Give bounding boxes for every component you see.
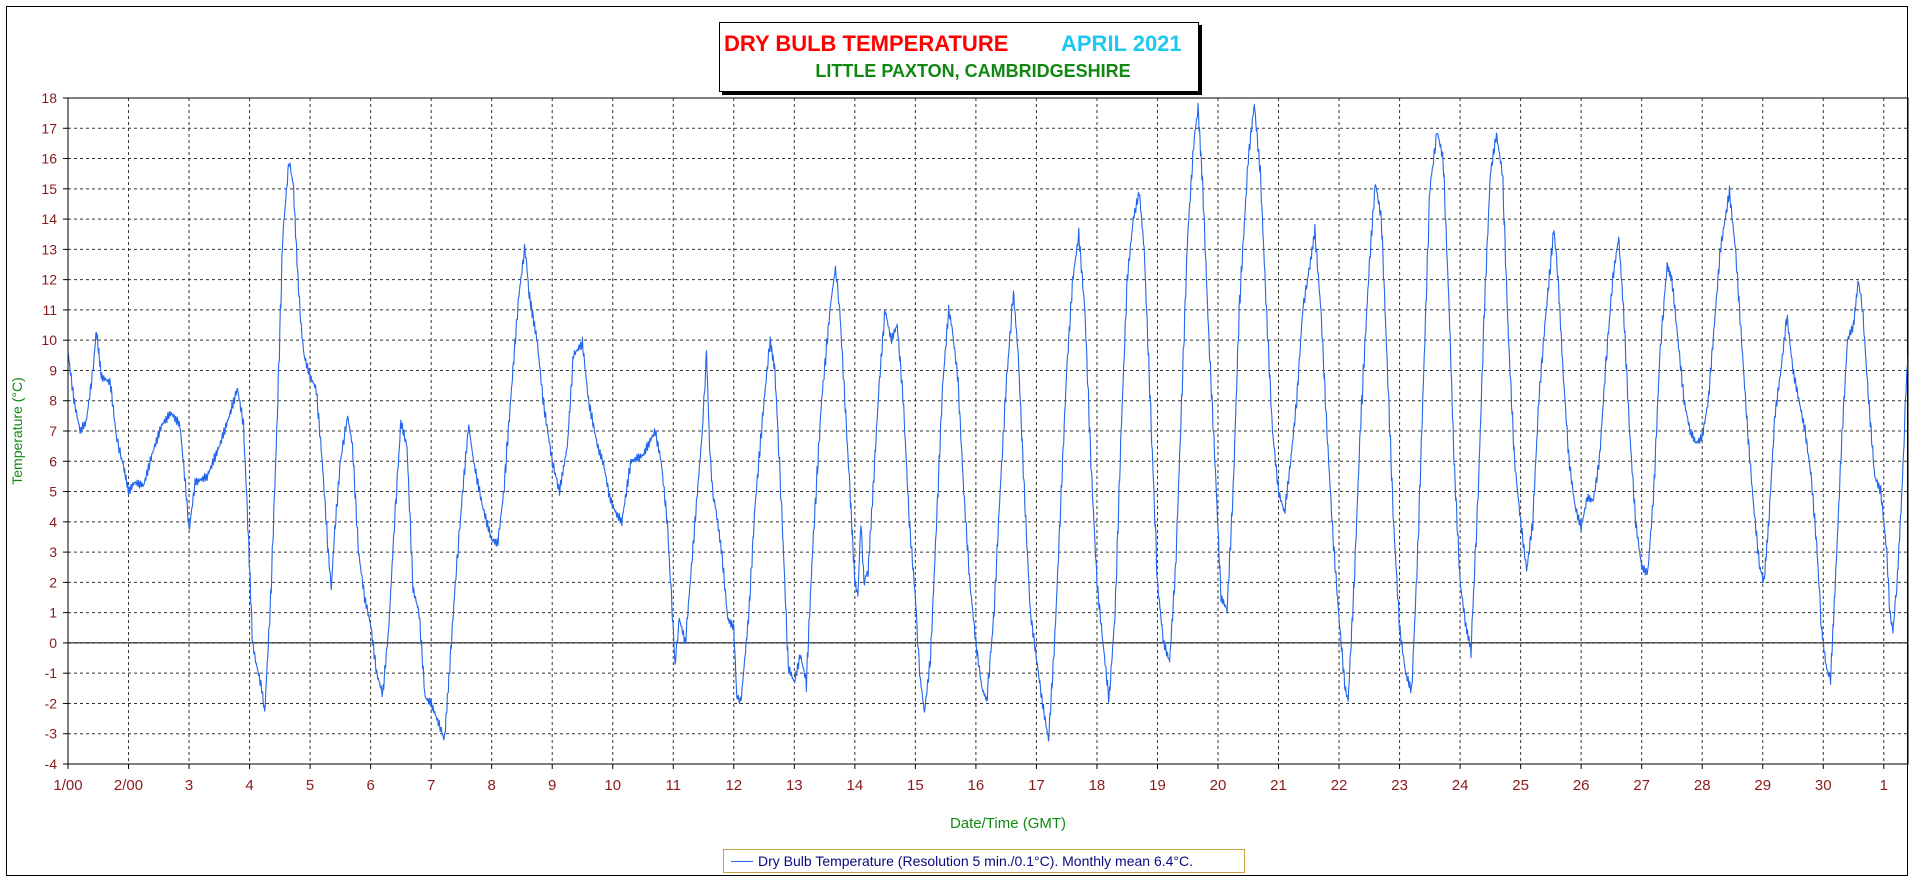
- chart-subtitle: LITTLE PAXTON, CAMBRIDGESHIRE: [815, 61, 1131, 81]
- x-tick-label: 23: [1391, 777, 1408, 794]
- y-tick-label: 9: [49, 362, 57, 378]
- x-tick-label: 29: [1754, 777, 1771, 794]
- x-tick-label: 15: [907, 777, 924, 794]
- chart-title-box: DRY BULB TEMPERATURE APRIL 2021 LITTLE P…: [719, 22, 1199, 92]
- y-tick-label: 6: [49, 453, 57, 469]
- y-tick-label: -4: [45, 756, 58, 772]
- y-tick-label: 15: [41, 181, 57, 197]
- x-tick-label: 20: [1210, 777, 1227, 794]
- grid: [68, 98, 1908, 764]
- y-tick-label: 10: [41, 332, 57, 348]
- y-tick-label: 1: [49, 605, 57, 621]
- temperature-series-line: [67, 102, 1909, 742]
- x-tick-label: 12: [725, 777, 742, 794]
- x-tick-label: 18: [1089, 777, 1106, 794]
- x-tick-label: 13: [786, 777, 803, 794]
- y-tick-label: 12: [41, 272, 57, 288]
- y-tick-label: 13: [41, 241, 57, 257]
- x-tick-label: 10: [604, 777, 621, 794]
- y-tick-label: 0: [49, 635, 57, 651]
- x-tick-label: 8: [488, 777, 496, 794]
- x-tick-label: 28: [1694, 777, 1711, 794]
- x-tick-label: 1: [1880, 777, 1888, 794]
- x-tick-label: 26: [1573, 777, 1590, 794]
- x-tick-label: 5: [306, 777, 314, 794]
- y-tick-label: 14: [41, 211, 57, 227]
- x-tick-label: 17: [1028, 777, 1045, 794]
- series-layer: [67, 102, 1909, 742]
- y-tick-label: -3: [45, 726, 58, 742]
- x-tick-label: 6: [366, 777, 374, 794]
- y-tick-label: 18: [41, 90, 57, 106]
- y-tick-label: 11: [42, 302, 57, 318]
- chart-title-month: APRIL 2021: [1061, 31, 1182, 56]
- y-tick-label: 7: [49, 423, 57, 439]
- x-tick-label: 11: [665, 777, 681, 794]
- x-tick-label: 1/00: [53, 777, 82, 794]
- y-tick-label: 3: [49, 544, 57, 560]
- x-tick-label: 21: [1270, 777, 1287, 794]
- legend-series-label: Dry Bulb Temperature (Resolution 5 min./…: [758, 853, 1194, 869]
- x-tick-label: 25: [1512, 777, 1529, 794]
- x-tick-label: 19: [1149, 777, 1166, 794]
- chart-frame: [6, 6, 1908, 876]
- x-tick-label: 14: [846, 777, 863, 794]
- y-tick-label: 17: [41, 120, 57, 136]
- x-tick-label: 22: [1331, 777, 1348, 794]
- x-tick-label: 4: [245, 777, 253, 794]
- x-axis-label: Date/Time (GMT): [950, 815, 1066, 832]
- x-tick-label: 16: [968, 777, 985, 794]
- x-tick-label: 2/00: [114, 777, 143, 794]
- x-tick-label: 24: [1452, 777, 1469, 794]
- y-tick-label: -2: [45, 695, 58, 711]
- x-tick-label: 7: [427, 777, 435, 794]
- x-tick-label: 9: [548, 777, 556, 794]
- legend: Dry Bulb Temperature (Resolution 5 min./…: [723, 849, 1245, 873]
- y-axis-label: Temperature (°C): [9, 377, 25, 485]
- legend-series-swatch: [731, 861, 753, 862]
- y-tick-label: 4: [49, 514, 57, 530]
- y-tick-label: 16: [41, 151, 57, 167]
- x-axis-ticks: 1/00 2/00 3 4 5 6 7 8 9 10 11 12 13 14 15 16 17 18 19 20 21 2…: [53, 764, 1888, 794]
- y-tick-label: -1: [45, 665, 58, 681]
- y-tick-label: 8: [49, 393, 57, 409]
- x-tick-label: 27: [1633, 777, 1650, 794]
- chart-title: DRY BULB TEMPERATURE: [724, 31, 1009, 56]
- y-tick-label: 2: [49, 574, 57, 590]
- x-tick-label: 3: [185, 777, 193, 794]
- y-tick-label: 5: [49, 484, 57, 500]
- x-tick-label: 30: [1815, 777, 1832, 794]
